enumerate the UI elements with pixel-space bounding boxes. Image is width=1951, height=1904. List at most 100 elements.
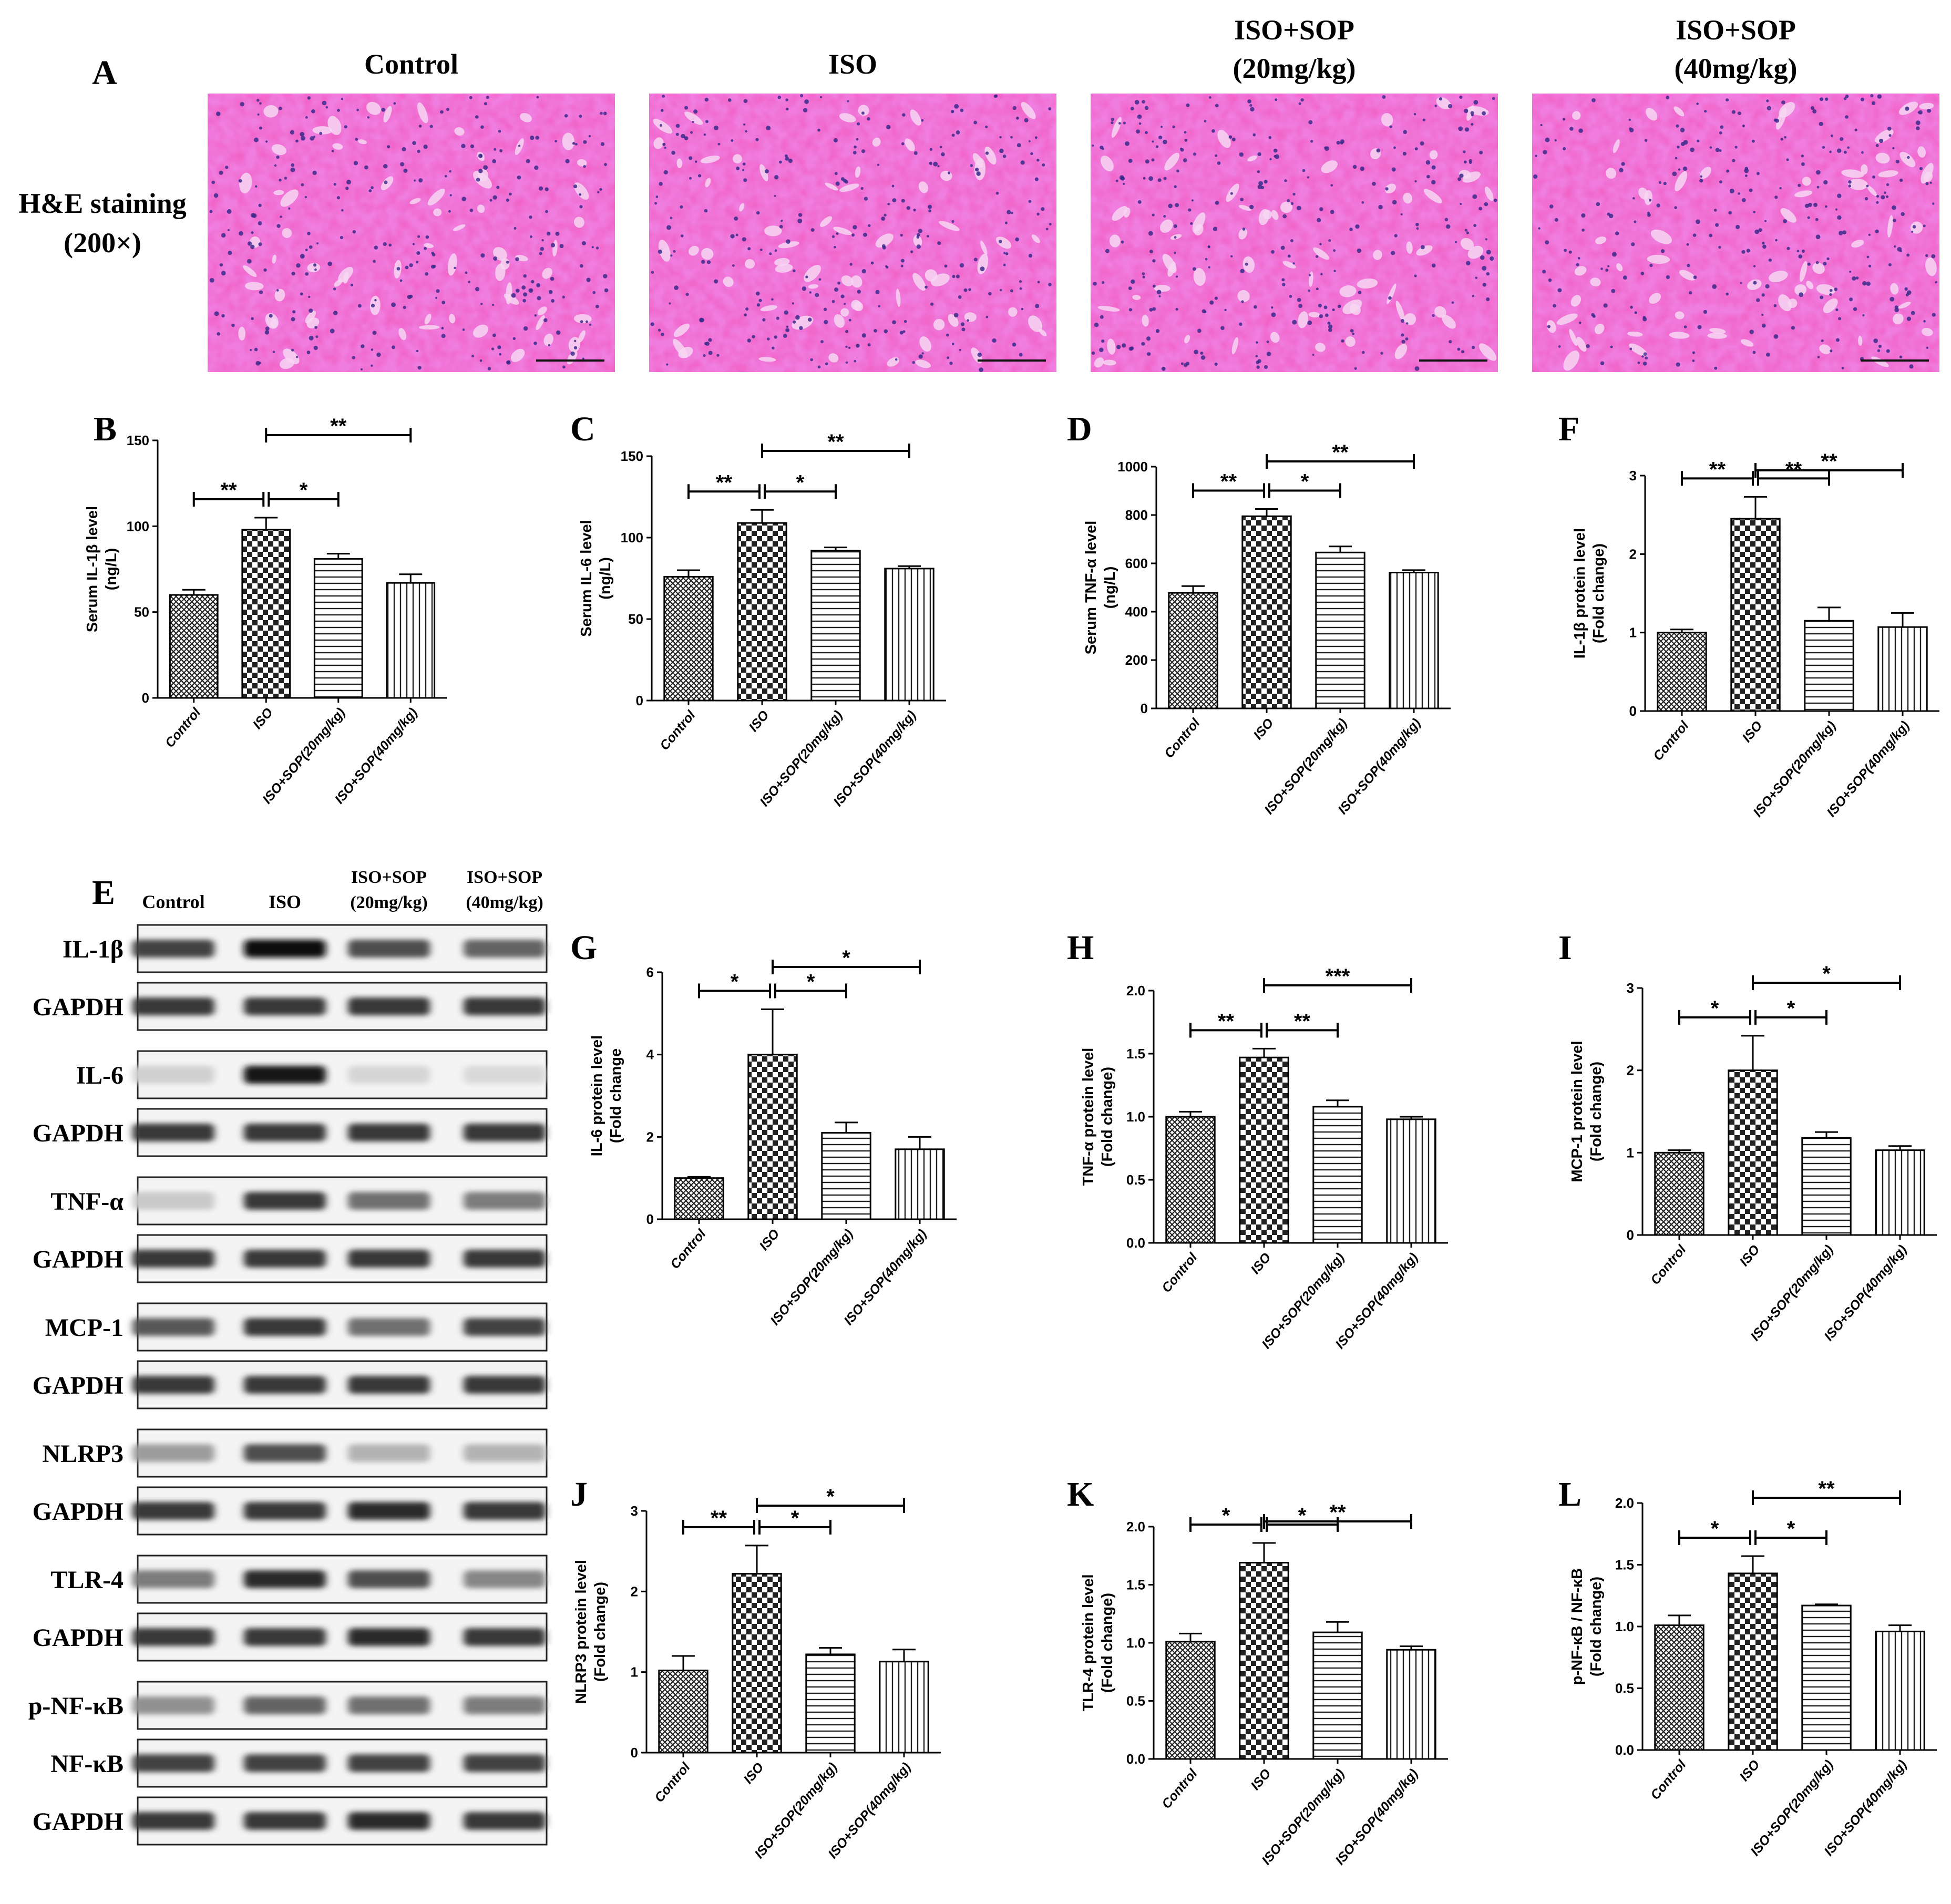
cell-nucleus bbox=[675, 123, 680, 128]
cell-nucleus bbox=[498, 130, 501, 133]
tubule-lumen bbox=[1875, 152, 1890, 164]
significance-stars: * bbox=[1711, 997, 1719, 1020]
y-axis-unit: (ng/L) bbox=[103, 548, 120, 591]
cell-nucleus bbox=[947, 171, 951, 174]
cell-nucleus bbox=[1204, 311, 1207, 313]
cell-nucleus bbox=[771, 298, 774, 301]
cell-nucleus bbox=[1746, 249, 1751, 253]
cell-nucleus bbox=[499, 353, 501, 356]
cell-nucleus bbox=[1016, 143, 1021, 148]
tubule-lumen bbox=[723, 276, 734, 287]
cell-nucleus bbox=[1764, 220, 1767, 222]
tubule-lumen bbox=[1848, 178, 1868, 190]
cell-nucleus bbox=[877, 163, 879, 166]
cell-nucleus bbox=[1333, 270, 1336, 272]
tubule-lumen bbox=[280, 189, 299, 207]
cell-nucleus bbox=[313, 136, 316, 138]
cell-nucleus bbox=[1752, 351, 1756, 354]
cell-nucleus bbox=[851, 233, 855, 237]
cell-nucleus bbox=[1393, 146, 1396, 149]
cell-nucleus bbox=[1406, 322, 1409, 325]
bar bbox=[1657, 632, 1707, 712]
cell-nucleus bbox=[848, 318, 851, 322]
cell-nucleus bbox=[1145, 159, 1149, 164]
cell-nucleus bbox=[506, 260, 509, 264]
x-tick-label: ISO bbox=[746, 707, 772, 734]
tubule-lumen bbox=[1890, 283, 1899, 295]
cell-nucleus bbox=[1473, 100, 1478, 105]
cell-nucleus bbox=[795, 315, 800, 320]
cell-nucleus bbox=[1879, 138, 1884, 143]
panel-label-g: G bbox=[570, 929, 597, 967]
significance-stars: * bbox=[300, 479, 308, 502]
cell-nucleus bbox=[1349, 228, 1353, 231]
cell-nucleus bbox=[1538, 227, 1541, 230]
cell-nucleus bbox=[1609, 213, 1614, 219]
cell-nucleus bbox=[1389, 125, 1392, 128]
cell-nucleus bbox=[416, 349, 419, 353]
tubule-lumen bbox=[913, 235, 922, 247]
cell-nucleus bbox=[1888, 263, 1892, 266]
cell-nucleus bbox=[1378, 204, 1383, 210]
he-micrograph bbox=[1532, 94, 1939, 372]
cell-nucleus bbox=[1815, 218, 1819, 221]
cell-nucleus bbox=[833, 138, 838, 143]
bar bbox=[1386, 1649, 1436, 1760]
blot-band bbox=[244, 1628, 326, 1646]
tubule-lumen bbox=[307, 263, 321, 273]
tubule-lumen bbox=[1381, 113, 1393, 127]
cell-nucleus bbox=[1464, 127, 1470, 132]
tubule-lumen bbox=[833, 227, 852, 235]
cell-nucleus bbox=[1142, 272, 1145, 275]
tubule-lumen bbox=[418, 325, 440, 330]
tubule-lumen bbox=[1429, 150, 1438, 160]
cell-nucleus bbox=[662, 142, 666, 146]
cell-nucleus bbox=[1690, 147, 1695, 152]
tubule-lumen bbox=[825, 182, 838, 191]
cell-nucleus bbox=[543, 318, 548, 323]
tubule-lumen bbox=[577, 159, 587, 167]
cell-nucleus bbox=[663, 170, 668, 174]
tubule-lumen bbox=[1298, 311, 1308, 328]
cell-nucleus bbox=[1116, 345, 1121, 349]
cell-nucleus bbox=[785, 328, 790, 333]
cell-nucleus bbox=[1482, 111, 1486, 116]
cell-nucleus bbox=[1416, 227, 1419, 230]
x-tick-label: ISO+SOP(40mg/kg) bbox=[1332, 1766, 1421, 1868]
cell-nucleus bbox=[805, 275, 808, 279]
cell-nucleus bbox=[1258, 181, 1264, 186]
cell-nucleus bbox=[1174, 251, 1176, 254]
bar bbox=[241, 529, 291, 699]
cell-nucleus bbox=[1111, 121, 1114, 125]
cell-nucleus bbox=[580, 320, 583, 324]
cell-nucleus bbox=[1676, 124, 1679, 128]
cell-nucleus bbox=[952, 275, 956, 279]
cell-nucleus bbox=[958, 295, 962, 299]
cell-nucleus bbox=[1340, 139, 1344, 144]
tubule-lumen bbox=[1132, 295, 1141, 300]
cell-nucleus bbox=[1302, 169, 1306, 172]
cell-nucleus bbox=[579, 193, 582, 196]
cell-nucleus bbox=[892, 198, 897, 203]
tubule-lumen bbox=[1595, 236, 1607, 244]
blot-band bbox=[244, 997, 326, 1015]
cell-nucleus bbox=[1391, 167, 1396, 172]
cell-nucleus bbox=[595, 304, 599, 308]
cell-nucleus bbox=[240, 102, 244, 107]
blot-band bbox=[348, 1812, 430, 1830]
cell-nucleus bbox=[376, 352, 381, 357]
blot-band bbox=[132, 1696, 214, 1714]
cell-nucleus bbox=[1535, 155, 1537, 157]
cell-nucleus bbox=[1582, 229, 1585, 232]
cell-nucleus bbox=[658, 249, 662, 254]
cell-nucleus bbox=[1719, 131, 1722, 135]
he-magnification-label: (200×) bbox=[64, 227, 141, 259]
tubule-lumen bbox=[1812, 262, 1825, 274]
tubule-lumen bbox=[1403, 192, 1413, 204]
cell-nucleus bbox=[574, 339, 577, 342]
cell-nucleus bbox=[906, 206, 910, 210]
y-tick-label: 1 bbox=[1627, 1145, 1634, 1160]
cell-nucleus bbox=[322, 100, 327, 106]
cell-nucleus bbox=[312, 170, 317, 176]
